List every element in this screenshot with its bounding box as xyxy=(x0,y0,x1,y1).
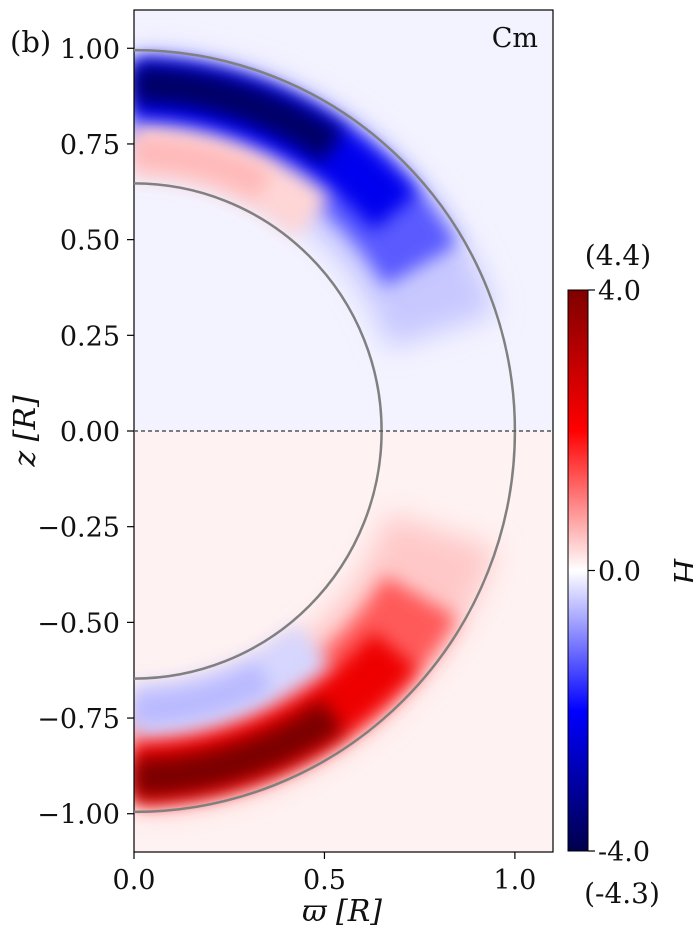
x-axis: 0.0 0.5 1.0 xyxy=(113,852,536,896)
y-tick-label: 0.00 xyxy=(60,417,120,448)
colorbar-min-actual: (-4.3) xyxy=(584,877,660,910)
y-axis-label: z [R] xyxy=(8,395,43,468)
contour-bands xyxy=(134,50,497,812)
y-axis: 1.00 0.75 0.50 0.25 0.00 −0.25 −0.50 −0.75 −1.00 xyxy=(37,34,134,831)
northern-positive-band xyxy=(134,126,330,239)
overlays xyxy=(134,48,553,814)
x-axis-label: ϖ [R] xyxy=(302,894,382,929)
y-tick-label: 0.25 xyxy=(60,321,120,352)
panel-label: (b) xyxy=(10,25,51,59)
colorbar-tick-label: -4.0 xyxy=(598,837,650,868)
southern-positive-band-level-4 xyxy=(134,699,344,797)
southern-negative-band-level-2 xyxy=(134,663,272,725)
y-tick-label: 0.75 xyxy=(60,130,120,161)
colorbar-label: H̃ xyxy=(666,558,693,586)
heatmap-field xyxy=(134,10,553,852)
y-tick-label: −0.75 xyxy=(37,704,120,735)
chart-annotation: Cm xyxy=(492,23,538,54)
y-tick-label: −0.25 xyxy=(37,513,120,544)
y-tick-label: −0.50 xyxy=(37,608,120,639)
northern-positive-band-level-2 xyxy=(134,137,272,199)
y-tick-label: −1.00 xyxy=(37,800,120,831)
y-tick-label: 1.00 xyxy=(60,34,120,65)
northern-negative-band-level-4 xyxy=(134,65,344,163)
colorbar-tick-label: 0.0 xyxy=(598,557,641,588)
southern-negative-band xyxy=(134,623,330,736)
colorbar: 4.0 0.0 -4.0 (4.4) (-4.3) H̃ xyxy=(567,239,693,910)
x-tick-label: 1.0 xyxy=(493,865,536,896)
x-tick-label: 0.5 xyxy=(303,865,346,896)
colorbar-gradient xyxy=(567,289,589,852)
colorbar-max-actual: (4.4) xyxy=(585,239,651,272)
colorbar-tick-label: 4.0 xyxy=(598,276,641,307)
y-tick-label: 0.50 xyxy=(60,226,120,257)
colorbar-ticks: 4.0 0.0 -4.0 xyxy=(588,276,650,868)
x-tick-label: 0.0 xyxy=(113,865,156,896)
